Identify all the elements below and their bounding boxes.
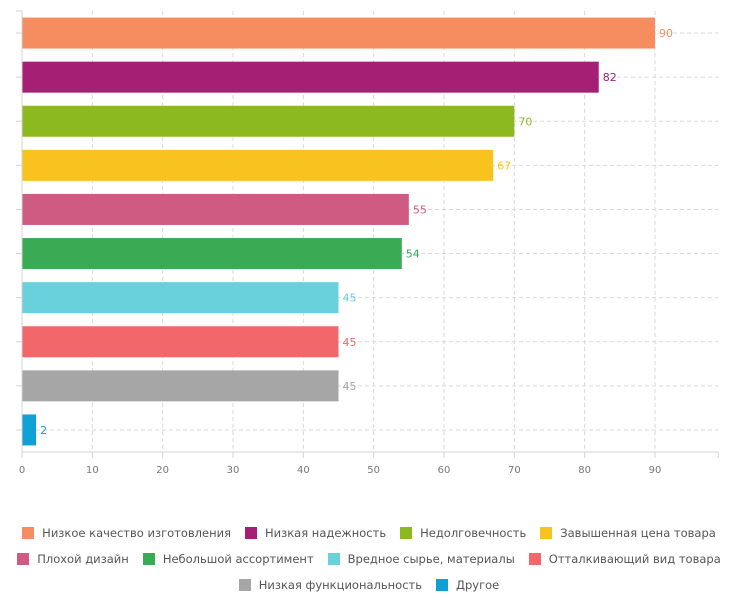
bar <box>22 238 402 270</box>
bar <box>22 282 339 314</box>
legend-swatch-icon <box>436 579 449 591</box>
legend-label: Низкая надежность <box>265 526 387 540</box>
x-tick-label: 10 <box>86 465 99 476</box>
legend-item[interactable]: Завышенная цена товара <box>540 526 716 540</box>
legend-item[interactable]: Небольшой ассортимент <box>142 552 314 566</box>
legend-label: Плохой дизайн <box>37 552 129 566</box>
legend-swatch-icon <box>238 579 251 591</box>
data-label: 45 <box>343 336 357 349</box>
legend-item[interactable]: Плохой дизайн <box>17 552 129 566</box>
legend-swatch-icon <box>400 527 413 539</box>
bar <box>22 370 339 402</box>
legend-swatch-icon <box>142 553 155 565</box>
legend-row: Низкая функциональность Другое <box>0 572 738 598</box>
bar <box>22 105 515 137</box>
legend-swatch-icon <box>528 553 541 565</box>
bar <box>22 193 409 225</box>
bar <box>22 149 494 181</box>
x-tick-label: 60 <box>438 465 451 476</box>
bar <box>22 61 599 93</box>
data-label: 55 <box>413 203 427 216</box>
legend-label: Низкая функциональность <box>258 578 423 592</box>
legend: Низкое качество изготовления Низкая надеж… <box>0 520 738 598</box>
data-label: 2 <box>40 424 47 437</box>
legend-item[interactable]: Вредное сырье, материалы <box>327 552 515 566</box>
legend-label: Другое <box>456 578 500 592</box>
x-tick-label: 40 <box>297 465 310 476</box>
legend-swatch-icon <box>22 527 35 539</box>
legend-label: Низкое качество изготовления <box>42 526 231 540</box>
legend-swatch-icon <box>245 527 257 539</box>
data-labels: 90 82 70 67 55 54 45 45 45 2 <box>40 27 673 437</box>
axes: 0 10 20 30 40 50 60 70 80 90 <box>16 10 719 476</box>
data-label: 45 <box>343 292 357 305</box>
legend-item[interactable]: Другое <box>436 578 499 592</box>
legend-item[interactable]: Отталкивающий вид товара <box>528 552 721 566</box>
legend-label: Завышенная цена товара <box>560 526 716 540</box>
x-tick-label: 80 <box>578 465 591 476</box>
x-tick-label: 0 <box>19 465 25 476</box>
legend-label: Отталкивающий вид товара <box>548 552 721 566</box>
data-label: 90 <box>659 27 673 40</box>
legend-item[interactable]: Низкая функциональность <box>238 578 423 592</box>
x-tick-label: 70 <box>508 465 521 476</box>
legend-row: Низкое качество изготовления Низкая надеж… <box>0 520 738 546</box>
data-label: 67 <box>497 159 511 172</box>
bars <box>22 17 655 446</box>
data-label: 45 <box>343 380 357 393</box>
x-tick-label: 90 <box>649 465 662 476</box>
bar <box>22 414 37 446</box>
legend-row: Плохой дизайн Небольшой ассортимент Вредно… <box>0 546 738 572</box>
data-label: 54 <box>406 248 420 261</box>
legend-item[interactable]: Низкое качество изготовления <box>22 526 231 540</box>
x-tick-label: 50 <box>367 465 380 476</box>
x-tick-label: 30 <box>227 465 240 476</box>
legend-label: Небольшой ассортимент <box>162 552 314 566</box>
legend-label: Недолговечность <box>420 526 527 540</box>
legend-label: Вредное сырье, материалы <box>347 552 515 566</box>
bar-chart: 0 10 20 30 40 50 60 70 80 90 90 82 70 67 55 54 45 45 45 2 <box>16 10 719 476</box>
x-tick-label: 20 <box>156 465 169 476</box>
data-label: 82 <box>603 71 617 84</box>
legend-swatch-icon <box>17 553 30 565</box>
bar <box>22 326 339 358</box>
legend-swatch-icon <box>327 553 340 565</box>
legend-swatch-icon <box>540 527 553 539</box>
bar <box>22 17 655 49</box>
legend-item[interactable]: Низкая надежность <box>245 526 386 540</box>
data-label: 70 <box>518 115 532 128</box>
legend-item[interactable]: Недолговечность <box>400 526 526 540</box>
